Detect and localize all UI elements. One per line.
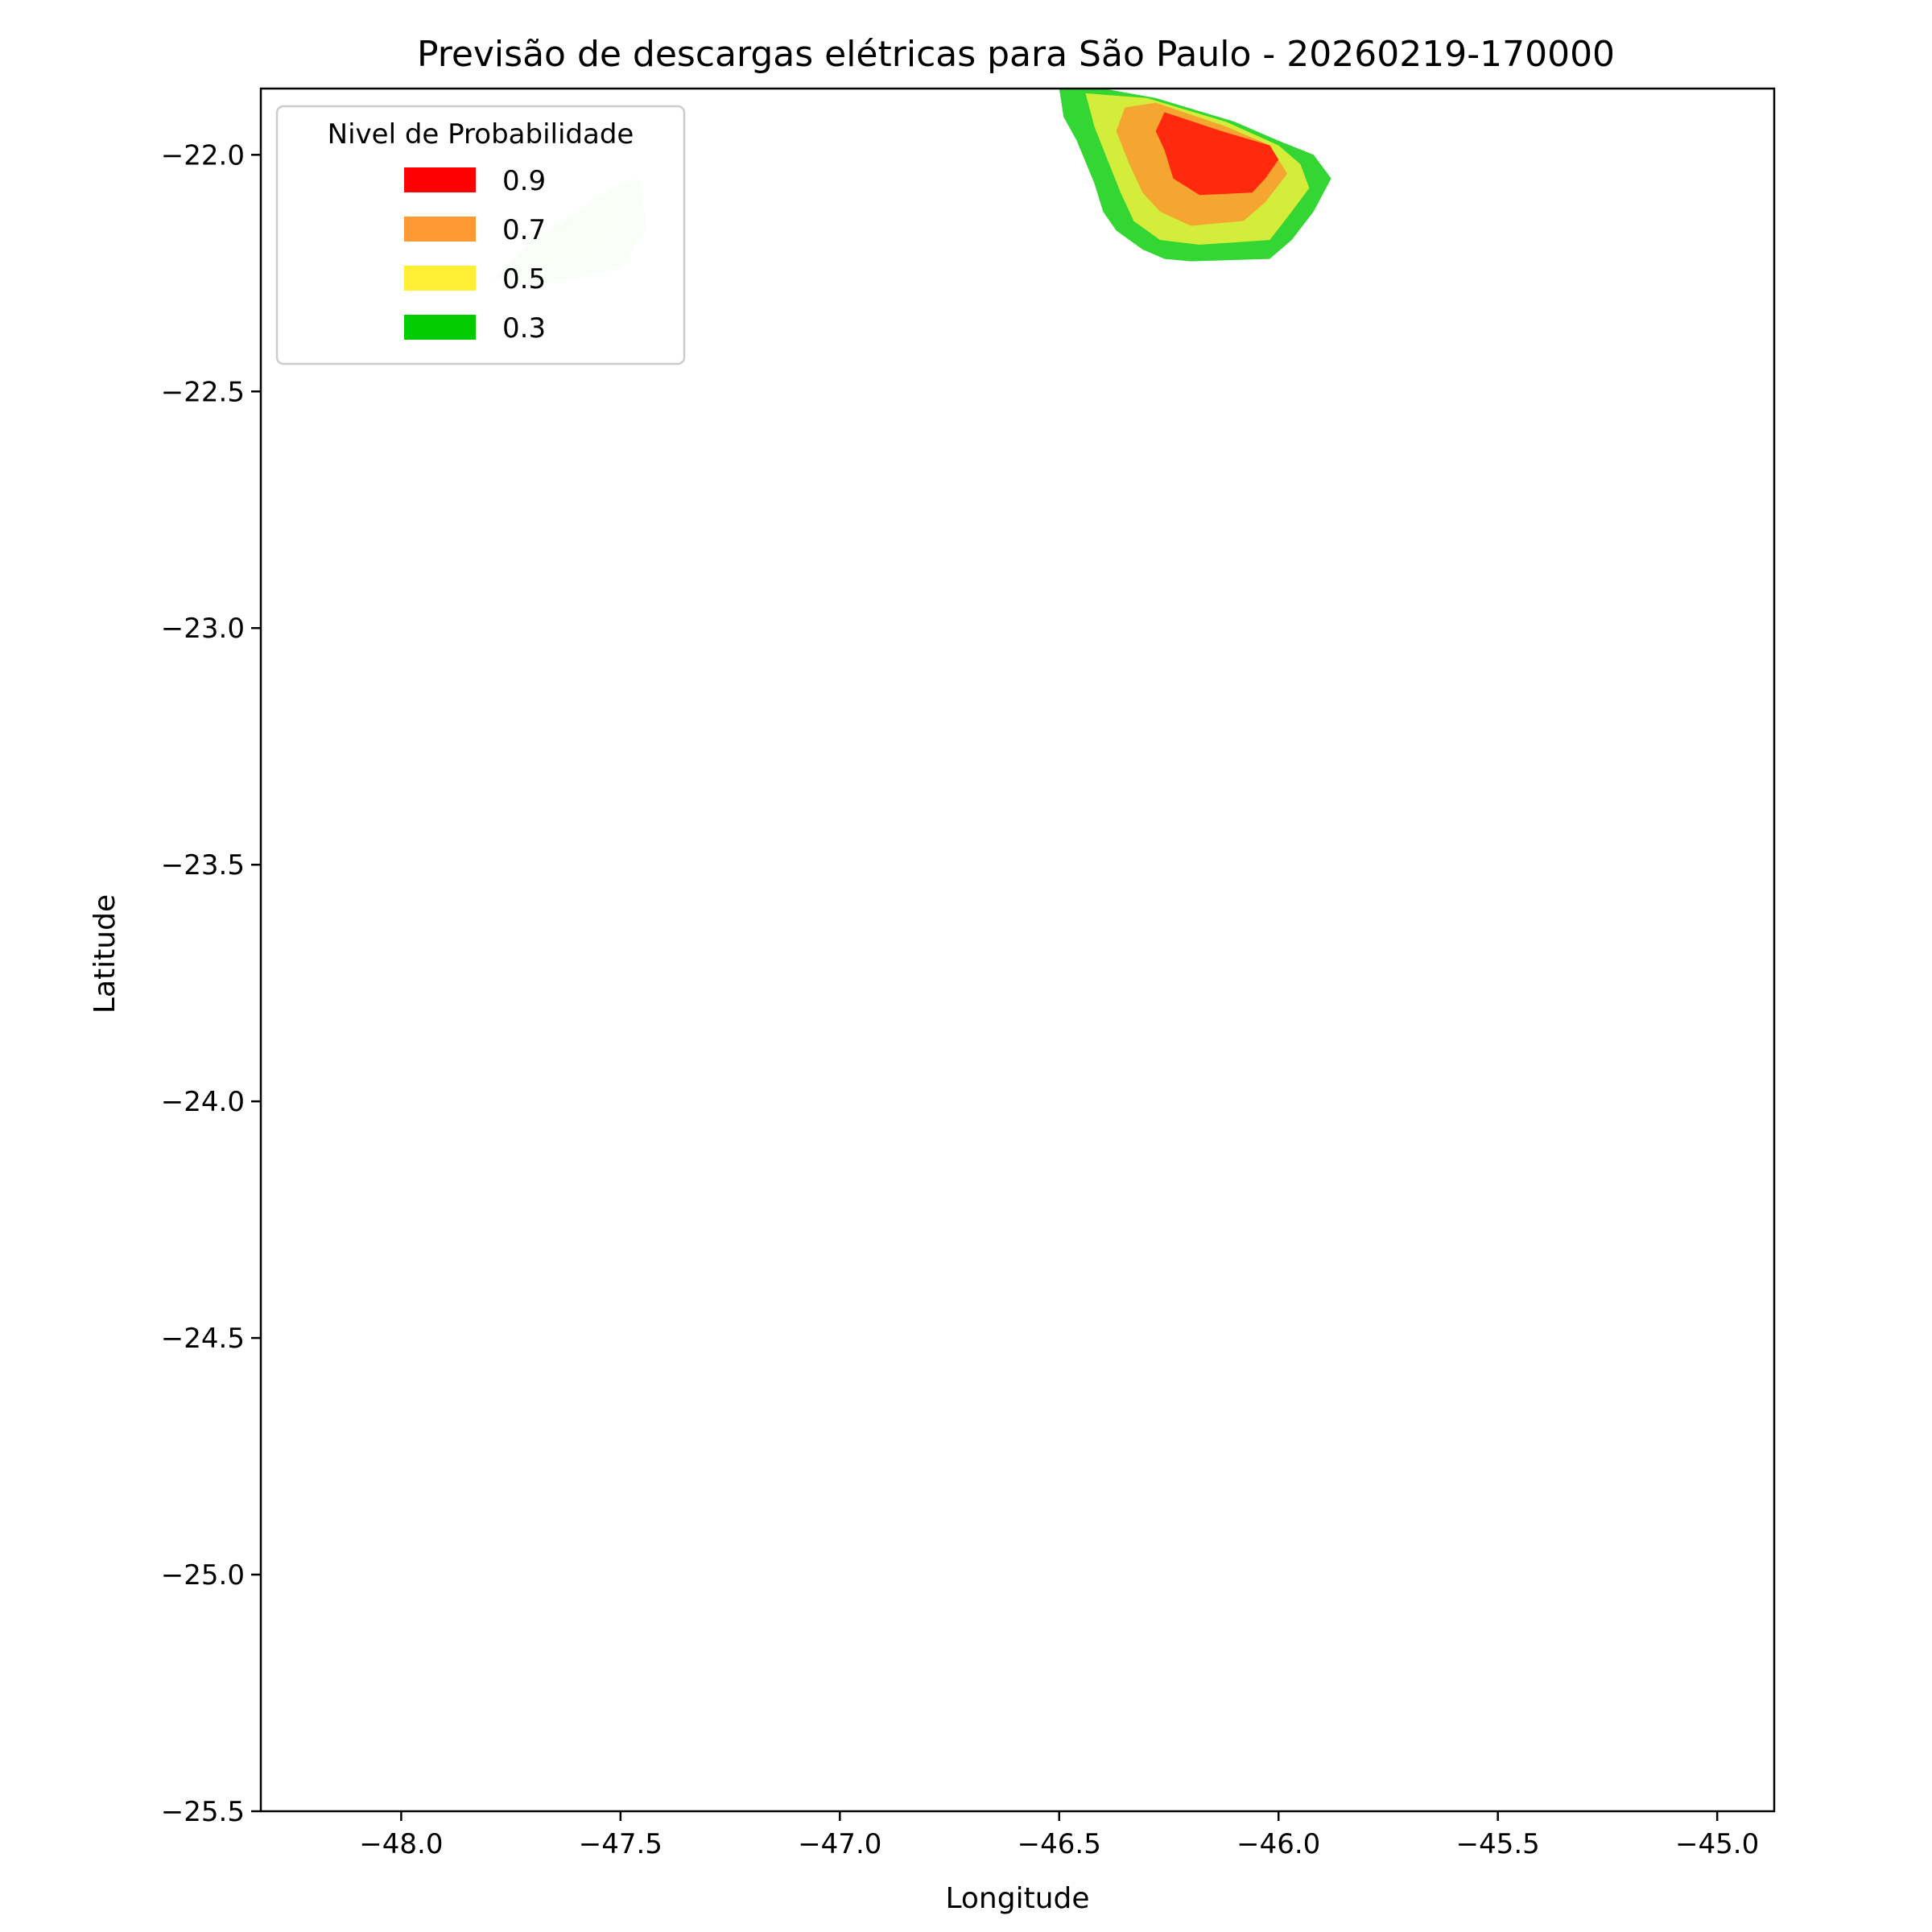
y-tick-label: −25.5: [161, 1796, 245, 1828]
legend-entry-label: 0.7: [502, 214, 546, 246]
legend-title: Nivel de Probabilidade: [328, 118, 634, 151]
y-axis: −22.0 −22.5 −23.0 −23.5 −24.0 −24.5 −25.0 −25.5: [161, 139, 261, 1828]
x-tick-label: −45.5: [1456, 1828, 1540, 1860]
legend-entry-label: 0.3: [502, 312, 546, 345]
legend-entry-label: 0.9: [502, 165, 546, 197]
y-tick-label: −22.5: [161, 376, 245, 408]
y-tick-label: −23.5: [161, 849, 245, 881]
x-axis: −48.0 −47.5 −47.0 −46.5 −46.0 −45.5 −45.0: [359, 1811, 1759, 1860]
x-tick-label: −48.0: [359, 1828, 443, 1860]
plot-frame: [259, 87, 1776, 1813]
x-tick-label: −46.0: [1236, 1828, 1320, 1860]
legend-box: [275, 105, 686, 365]
y-tick-label: −24.0: [161, 1086, 245, 1118]
cell-east-level-0-9: [1155, 112, 1279, 196]
y-tick-label: −22.0: [161, 139, 245, 171]
y-axis-label: Latitude: [89, 894, 122, 1013]
x-tick-label: −46.5: [1018, 1828, 1101, 1860]
x-tick-label: −47.0: [798, 1828, 881, 1860]
legend-swatch: [404, 167, 476, 192]
y-tick-label: −24.5: [161, 1323, 245, 1355]
y-tick-label: −23.0: [161, 613, 245, 645]
legend-swatch: [404, 315, 476, 340]
legend-swatch: [404, 217, 476, 242]
y-tick-label: −25.0: [161, 1559, 245, 1591]
x-tick-label: −45.0: [1675, 1828, 1759, 1860]
x-tick-label: −47.5: [579, 1828, 663, 1860]
chart-title: Previsão de descargas elétricas para São…: [417, 34, 1615, 75]
legend: Nivel de Probabilidade 0.9 0.7 0.5 0.3: [275, 105, 686, 365]
x-axis-label: Longitude: [945, 1882, 1089, 1915]
legend-entry-label: 0.5: [502, 263, 546, 295]
legend-swatch: [404, 266, 476, 291]
